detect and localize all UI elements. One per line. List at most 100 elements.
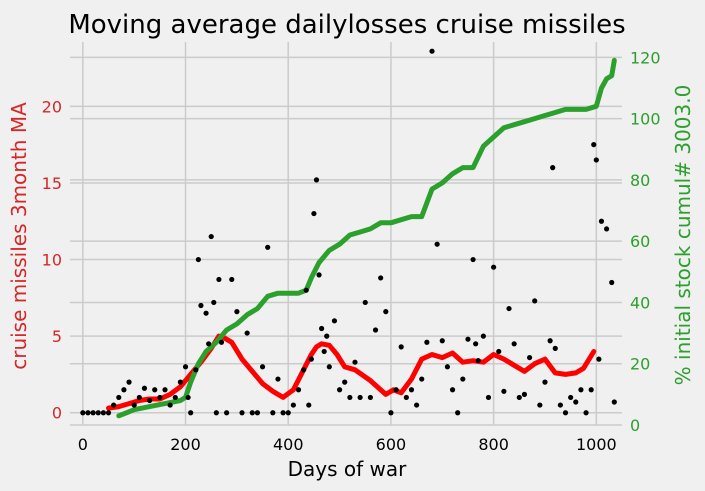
daily-loss-point bbox=[116, 394, 122, 401]
daily-loss-point bbox=[578, 387, 584, 393]
daily-loss-point bbox=[583, 410, 589, 416]
daily-loss-point bbox=[429, 48, 435, 54]
daily-loss-point bbox=[311, 210, 317, 217]
daily-loss-point bbox=[501, 388, 507, 394]
daily-loss-point bbox=[182, 364, 189, 370]
daily-loss-point bbox=[316, 272, 322, 278]
daily-loss-point bbox=[326, 364, 332, 370]
daily-loss-point bbox=[439, 338, 445, 344]
daily-loss-point bbox=[491, 264, 497, 270]
daily-loss-point bbox=[550, 165, 556, 171]
daily-loss-point bbox=[224, 410, 230, 416]
daily-loss-point bbox=[455, 410, 461, 416]
daily-loss-point bbox=[301, 367, 307, 373]
daily-loss-point bbox=[521, 391, 528, 397]
daily-loss-point bbox=[398, 344, 404, 350]
right-y-tick-label: 60 bbox=[630, 232, 650, 251]
daily-loss-point bbox=[352, 359, 358, 365]
daily-loss-point bbox=[516, 394, 522, 401]
daily-loss-point bbox=[532, 298, 538, 304]
plot-area bbox=[80, 48, 617, 419]
right-y-tick-label: 100 bbox=[630, 110, 661, 129]
daily-loss-point bbox=[85, 410, 91, 416]
daily-loss-point bbox=[131, 402, 137, 408]
daily-loss-point bbox=[562, 410, 569, 416]
daily-loss-point bbox=[206, 341, 212, 347]
daily-loss-point bbox=[216, 276, 222, 283]
daily-loss-point bbox=[265, 244, 271, 250]
daily-loss-point bbox=[100, 410, 106, 416]
daily-loss-point bbox=[573, 399, 579, 405]
daily-loss-point bbox=[598, 218, 605, 224]
daily-loss-point bbox=[167, 402, 173, 408]
daily-loss-point bbox=[591, 142, 597, 148]
daily-loss-point bbox=[188, 410, 194, 416]
x-tick-label: 800 bbox=[478, 435, 509, 454]
daily-loss-point bbox=[146, 397, 153, 404]
right-y-tick-label: 120 bbox=[630, 48, 661, 67]
daily-loss-point bbox=[193, 367, 199, 373]
daily-loss-point bbox=[259, 364, 266, 370]
right-y-tick-label: 40 bbox=[630, 293, 650, 312]
x-tick-label: 400 bbox=[273, 435, 304, 454]
daily-loss-point bbox=[177, 379, 183, 385]
daily-loss-point bbox=[537, 402, 543, 408]
daily-loss-point bbox=[285, 410, 291, 416]
daily-loss-point bbox=[331, 318, 338, 324]
daily-loss-point bbox=[403, 394, 409, 401]
daily-loss-point bbox=[424, 339, 430, 345]
x-tick-label: 600 bbox=[376, 435, 407, 454]
daily-loss-point bbox=[408, 387, 415, 393]
daily-loss-point bbox=[254, 410, 261, 416]
daily-loss-point bbox=[136, 394, 142, 401]
daily-loss-point bbox=[480, 333, 486, 339]
daily-loss-point bbox=[234, 309, 240, 315]
daily-loss-point bbox=[275, 376, 281, 382]
daily-loss-point bbox=[542, 379, 548, 385]
daily-loss-point bbox=[172, 394, 178, 401]
daily-loss-point bbox=[319, 325, 325, 332]
daily-loss-point bbox=[449, 387, 456, 393]
daily-loss-point bbox=[218, 339, 225, 345]
x-axis-label: Days of war bbox=[288, 457, 408, 481]
daily-loss-point bbox=[336, 387, 343, 393]
x-tick-label: 1000 bbox=[576, 435, 617, 454]
daily-loss-point bbox=[444, 364, 451, 370]
daily-loss-point bbox=[141, 385, 148, 391]
daily-loss-point bbox=[357, 394, 363, 401]
daily-loss-point bbox=[80, 410, 86, 416]
daily-loss-point bbox=[195, 256, 201, 263]
left-y-tick-label: 20 bbox=[42, 97, 62, 116]
left-y-tick-label: 10 bbox=[42, 251, 62, 270]
daily-loss-point bbox=[362, 299, 368, 306]
daily-loss-point bbox=[121, 387, 127, 393]
right-y-tick-label: 0 bbox=[630, 416, 640, 435]
daily-loss-point bbox=[419, 376, 425, 382]
daily-loss-point bbox=[588, 387, 594, 393]
cumulative-percent-line bbox=[116, 57, 617, 419]
daily-loss-point bbox=[198, 302, 204, 309]
daily-loss-point bbox=[270, 410, 276, 416]
daily-loss-point bbox=[126, 379, 132, 385]
daily-loss-point bbox=[213, 410, 219, 416]
daily-loss-point bbox=[321, 348, 327, 355]
daily-loss-point bbox=[211, 299, 217, 306]
daily-loss-point bbox=[308, 356, 314, 362]
daily-loss-point bbox=[306, 402, 312, 408]
daily-loss-point bbox=[295, 387, 302, 393]
chart-title: Moving average dailylosses cruise missil… bbox=[68, 10, 625, 40]
right-y-tick-label: 80 bbox=[630, 171, 650, 190]
daily-loss-point bbox=[290, 402, 296, 408]
daily-loss-point bbox=[603, 226, 610, 232]
daily-loss-point bbox=[372, 327, 379, 333]
daily-loss-point bbox=[90, 410, 96, 416]
daily-loss-point bbox=[485, 394, 492, 401]
daily-loss-point bbox=[473, 341, 479, 347]
daily-loss-point bbox=[249, 410, 255, 416]
daily-loss-point bbox=[152, 387, 158, 393]
daily-loss-point bbox=[388, 410, 394, 416]
daily-loss-point bbox=[208, 233, 214, 240]
daily-loss-point bbox=[95, 410, 101, 416]
daily-loss-point bbox=[280, 410, 286, 416]
